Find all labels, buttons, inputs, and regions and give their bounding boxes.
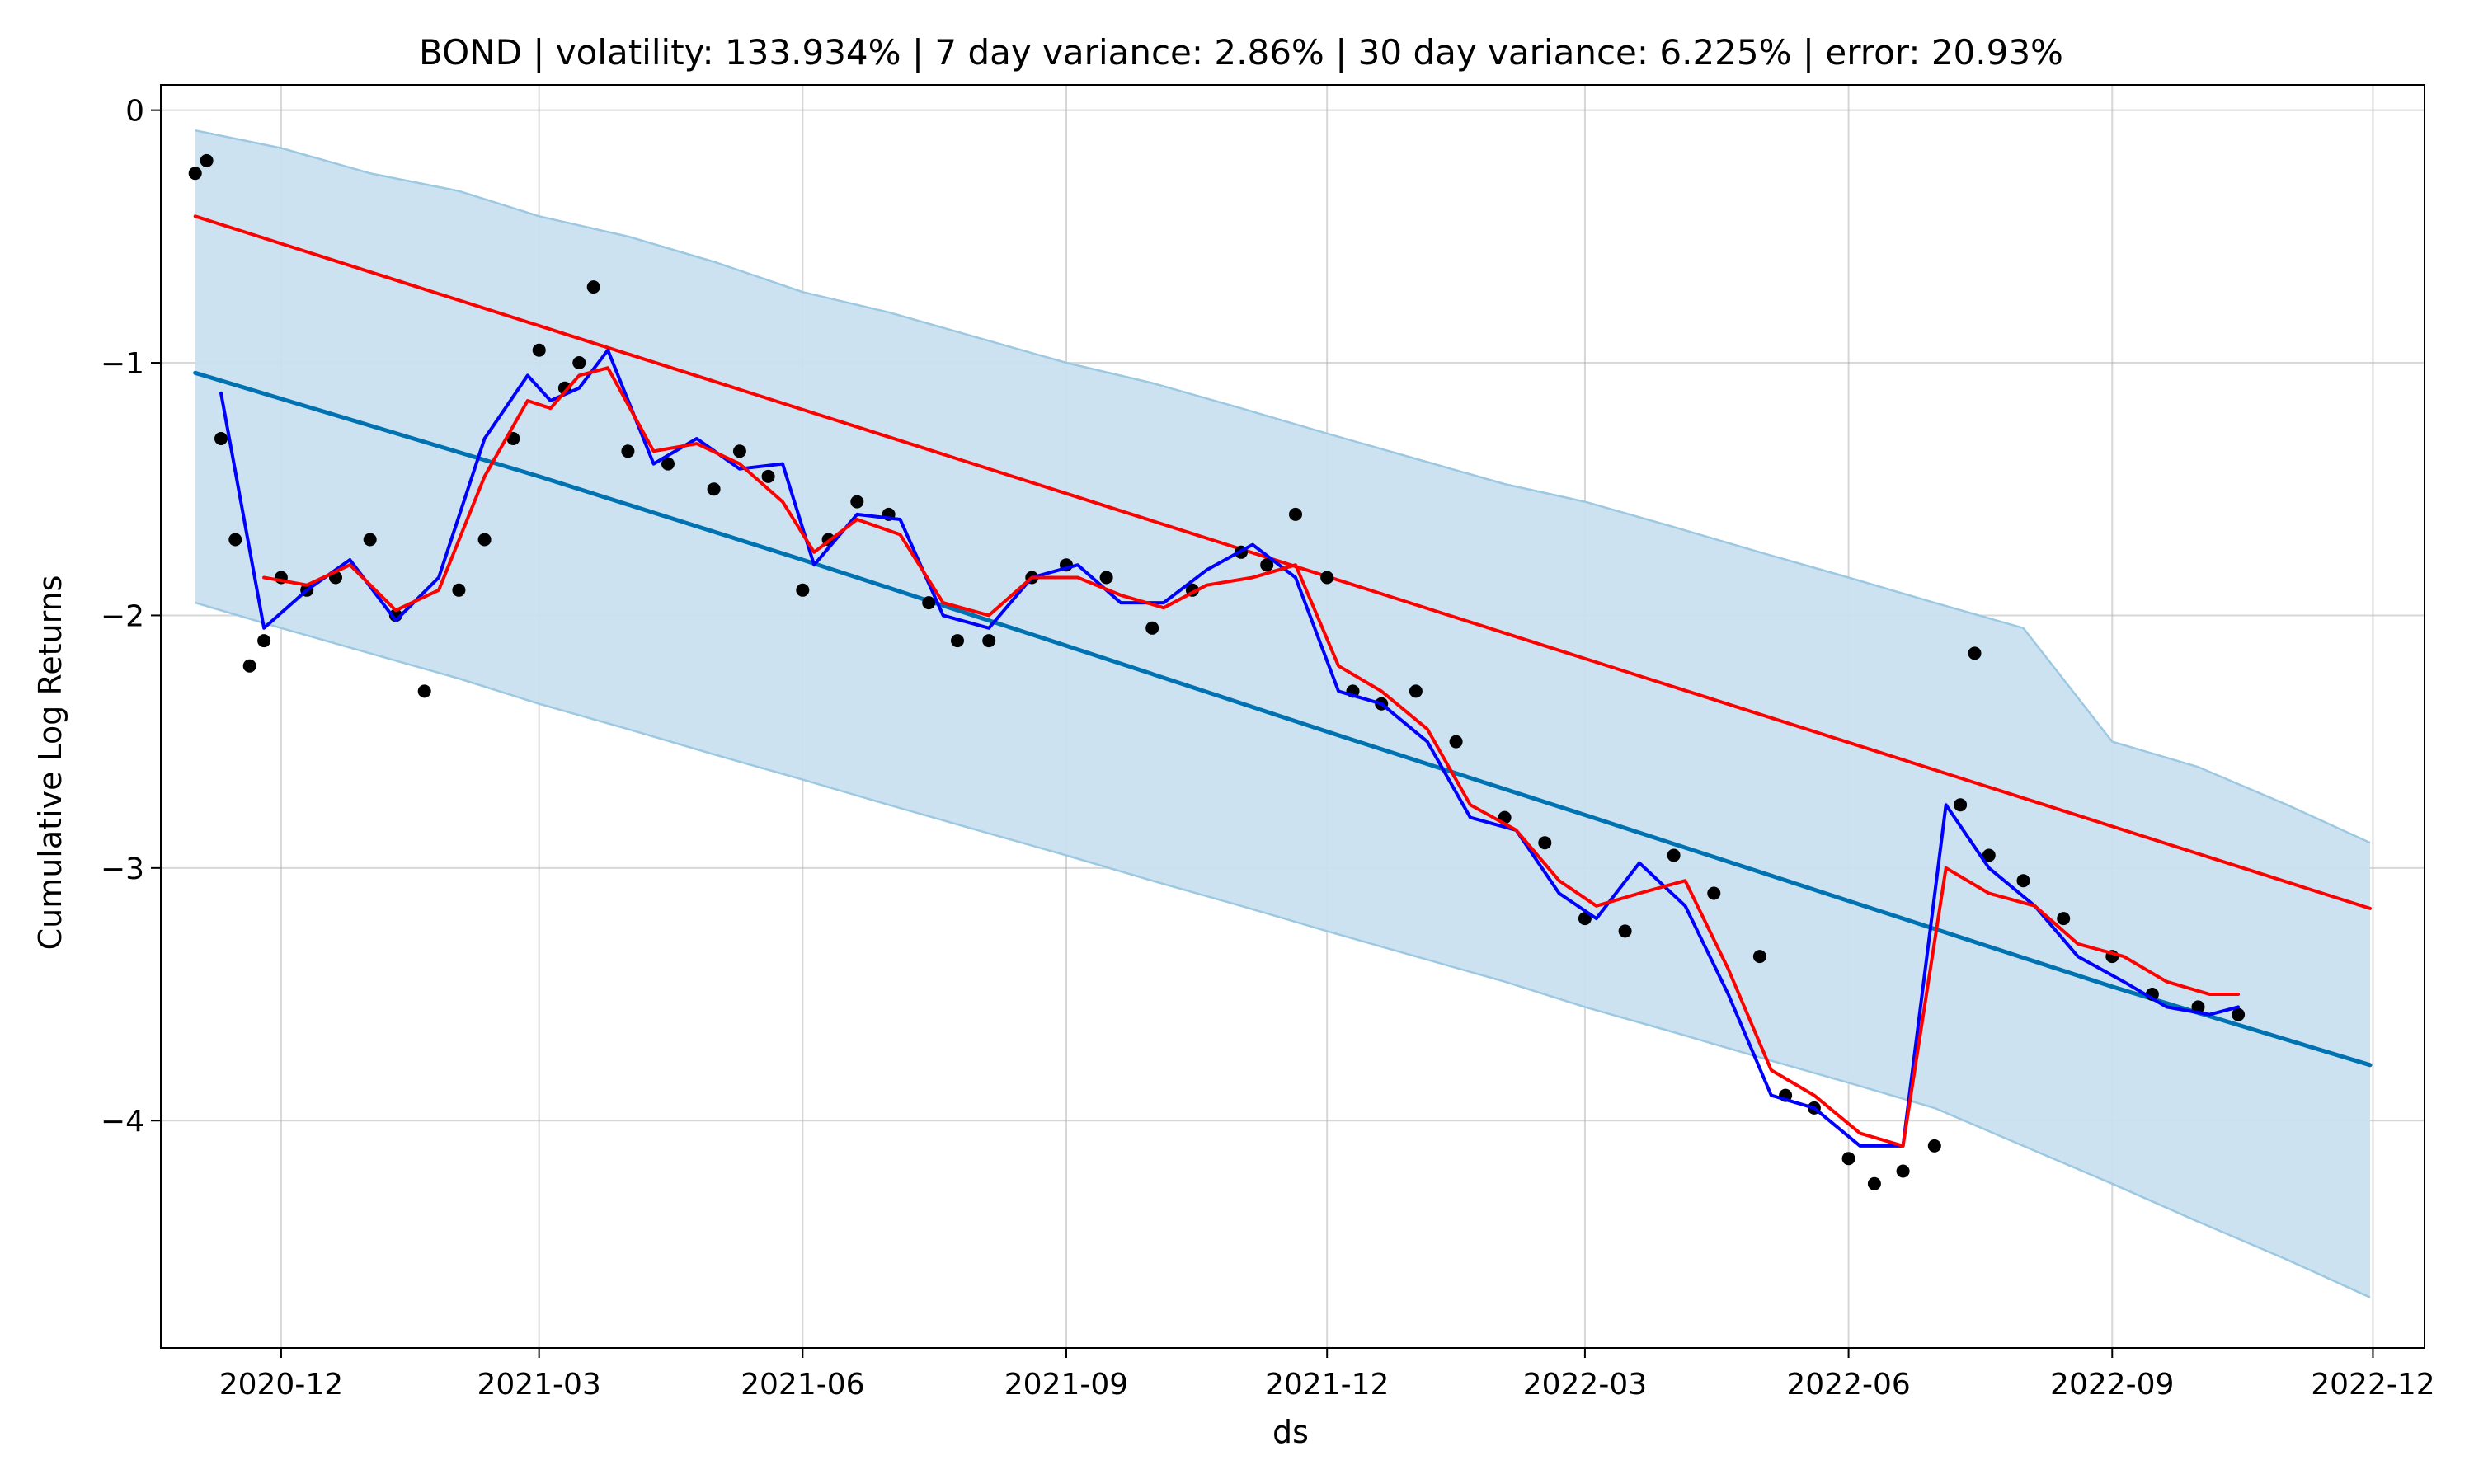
y-tick-label: −4	[101, 1105, 144, 1139]
data-point	[200, 153, 214, 167]
forecast-line	[193, 370, 2373, 1068]
data-point	[1099, 571, 1113, 585]
data-point	[661, 457, 675, 471]
data-point	[1260, 558, 1274, 572]
data-point	[452, 583, 466, 597]
x-tick-label: 2020-12	[219, 1368, 343, 1402]
data-point	[506, 432, 520, 445]
uncertainty-lower-edge	[195, 601, 2371, 1298]
data-point	[1409, 684, 1423, 698]
data-point	[796, 583, 810, 597]
data-point	[572, 356, 586, 369]
uncertainty-upper-edge	[195, 129, 2371, 844]
data-point	[2191, 1000, 2205, 1014]
data-point	[1867, 1176, 1881, 1190]
data-point	[228, 533, 242, 547]
data-point	[922, 596, 936, 610]
data-point	[2016, 874, 2030, 888]
data-point	[1578, 912, 1592, 926]
y-axis-label: Cumulative Log Returns	[32, 575, 68, 951]
data-point	[214, 432, 228, 445]
y-tick-label: −2	[101, 599, 144, 633]
x-tick-label: 2021-06	[741, 1368, 864, 1402]
data-point	[951, 634, 964, 648]
data-point	[363, 533, 377, 547]
data-point	[1667, 848, 1681, 862]
data-point	[586, 280, 600, 294]
uncertainty-band	[195, 129, 2371, 1298]
data-point	[1982, 848, 1996, 862]
data-point	[1449, 735, 1463, 749]
data-point	[188, 167, 202, 181]
data-point	[850, 495, 864, 509]
y-axis-ticks: 0 −1 −2 −3 −4	[101, 95, 161, 1139]
trend-line	[193, 214, 2372, 910]
observed-points	[188, 153, 2246, 1190]
data-point	[1538, 836, 1552, 850]
data-point	[1752, 950, 1766, 964]
data-point	[1954, 798, 1968, 812]
x-tick-label: 2022-06	[1786, 1368, 1910, 1402]
x-tick-label: 2021-03	[477, 1368, 600, 1402]
x-tick-label: 2022-03	[1523, 1368, 1647, 1402]
ma-long-line	[262, 366, 2241, 1148]
data-point	[2232, 1007, 2246, 1021]
x-tick-label: 2021-12	[1265, 1368, 1389, 1402]
moving-average-lines	[219, 348, 2241, 1148]
x-tick-label: 2022-09	[2050, 1368, 2174, 1402]
data-point	[1320, 571, 1334, 585]
data-point	[1707, 886, 1721, 900]
data-point	[1289, 507, 1302, 521]
y-tick-label: 0	[125, 95, 144, 129]
x-axis-label: ds	[1272, 1414, 1309, 1450]
data-point	[1927, 1139, 1941, 1153]
data-point	[1896, 1164, 1910, 1178]
data-point	[2057, 912, 2071, 926]
data-point	[417, 684, 431, 698]
data-point	[532, 343, 546, 357]
data-point	[477, 533, 492, 547]
data-point	[707, 482, 721, 496]
data-point	[1841, 1152, 1856, 1166]
trend-line	[193, 214, 2372, 910]
x-tick-label: 2022-12	[2311, 1368, 2434, 1402]
x-axis-ticks: 2020-12 2021-03 2021-06 2021-09 2021-12 2022-…	[219, 1348, 2435, 1402]
data-point	[621, 444, 635, 458]
chart-title: BOND | volatility: 133.934% | 7 day vari…	[419, 32, 2063, 73]
data-point	[1145, 621, 1159, 635]
data-point	[242, 659, 256, 673]
data-point	[732, 444, 746, 458]
y-tick-label: −3	[101, 852, 144, 886]
x-tick-label: 2021-09	[1004, 1368, 1128, 1402]
data-point	[1968, 646, 1982, 660]
data-point	[257, 634, 271, 648]
data-point	[982, 634, 996, 648]
y-tick-label: −1	[101, 347, 144, 381]
data-point	[761, 469, 775, 483]
forecast-line	[193, 370, 2373, 1068]
data-point	[1618, 924, 1632, 938]
uncertainty-band-area	[195, 130, 2371, 1298]
plot-frame	[160, 84, 2425, 1349]
